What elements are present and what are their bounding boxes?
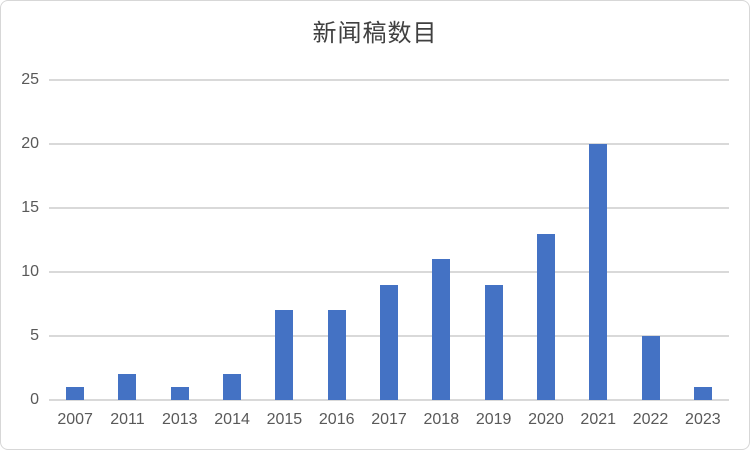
y-tick-label: 25 [21,71,39,88]
bar-2011 [118,374,137,400]
x-tick-label: 2014 [214,411,250,428]
gridline [49,143,729,145]
x-tick-label: 2019 [475,411,512,428]
bar-2017 [380,284,398,400]
x-tick-label: 2016 [318,411,355,428]
bar-2018 [432,259,451,400]
bar-2016 [327,310,346,400]
y-tick-label: 20 [21,135,39,152]
x-tick-label: 2018 [423,411,460,428]
x-tick-label: 2007 [57,411,93,428]
bar-2022 [641,336,660,400]
bar-2020 [536,233,555,400]
plot-area [49,79,729,401]
bar-2015 [275,310,294,400]
gridline [49,207,729,209]
y-tick-label: 10 [21,263,39,280]
chart-title: 新闻稿数目 [312,20,438,47]
gridline [49,271,729,273]
bar-2019 [484,284,503,400]
bar-2013 [170,387,189,400]
bar-2023 [693,387,712,400]
y-tick-label: 0 [30,391,39,408]
y-tick-label: 15 [21,199,39,216]
x-tick-label: 2013 [161,411,198,428]
x-axis-line [49,399,729,401]
x-tick-label: 2022 [632,411,669,428]
y-tick-label: 5 [30,327,39,344]
x-tick-label: 2017 [371,411,407,428]
x-tick-label: 2020 [528,411,564,428]
bar-2007 [66,387,85,400]
bar-2014 [223,374,242,400]
x-tick-label: 2023 [685,411,721,428]
x-tick-label: 2015 [266,411,303,428]
x-tick-label: 2011 [110,411,145,428]
bar-2021 [589,144,608,400]
x-tick-label: 2021 [580,411,617,428]
gridline [49,79,729,81]
